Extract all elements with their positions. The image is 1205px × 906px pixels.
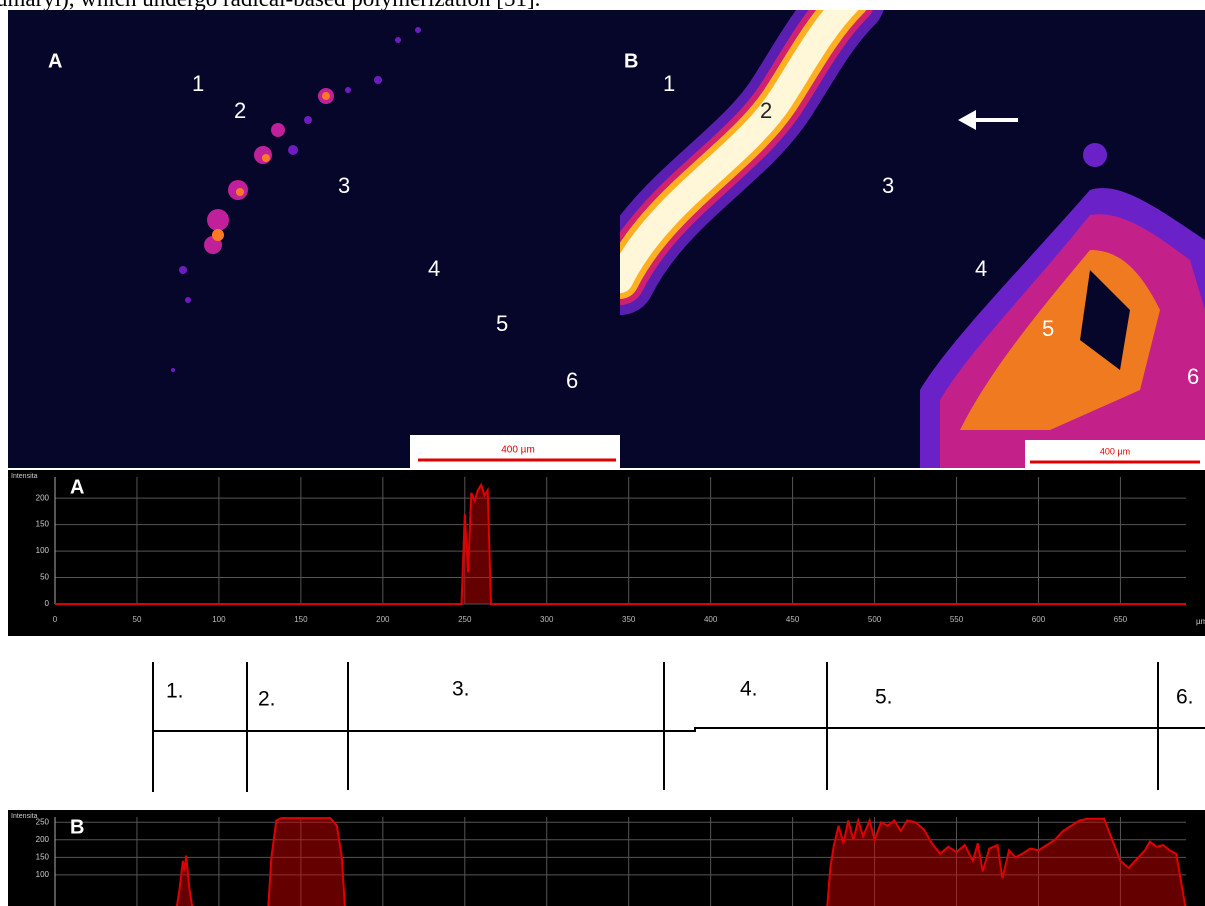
zone-label: 6. — [1176, 686, 1194, 709]
plot-background — [8, 470, 1205, 636]
region-label: 4 — [975, 256, 987, 281]
region-label: 2 — [760, 98, 772, 123]
y-tick-label: 200 — [36, 493, 50, 502]
region-label: 5 — [1042, 316, 1054, 341]
x-tick-label: 200 — [376, 615, 390, 624]
x-tick-label: 150 — [294, 615, 308, 624]
region-label: 6 — [1187, 364, 1199, 389]
intensity-profile-b: 100 150 200 250 B Intensita — [8, 810, 1205, 906]
figure-page: { "caption_fragment": "umaryl), which un… — [0, 0, 1205, 906]
chart-title: A — [70, 476, 84, 498]
region-label: 2 — [234, 98, 246, 123]
intensity-profile-a: 0 50 100 150 200 250 300 350 400 450 500 550 600 650 0… — [8, 470, 1205, 636]
y-axis-label: Intensita — [11, 473, 38, 480]
micrograph-a: A 1 2 3 4 5 6 400 µm — [8, 10, 620, 468]
y-tick-label: 0 — [45, 599, 50, 608]
region-label: 6 — [566, 368, 578, 393]
x-tick-label: 650 — [1114, 615, 1128, 624]
x-tick-label: 50 — [133, 615, 142, 624]
x-tick-label: 100 — [212, 615, 226, 624]
y-tick-label: 150 — [36, 520, 50, 529]
x-tick-label: 300 — [540, 615, 554, 624]
zone-diagram: 1. 2. 3. 4. 5. 6. — [0, 650, 1205, 800]
zone-label: 2. — [258, 688, 276, 711]
x-tick-label: 550 — [950, 615, 964, 624]
region-label: 3 — [882, 173, 894, 198]
zone-label: 3. — [452, 678, 470, 701]
x-tick-label: 400 — [704, 615, 718, 624]
y-tick-label: 250 — [36, 817, 50, 826]
y-axis-label: Intensita — [11, 813, 38, 820]
zone-label: 5. — [875, 686, 893, 709]
panel-label: A — [48, 50, 62, 72]
chart-title: B — [70, 816, 84, 838]
x-tick-label: 450 — [786, 615, 800, 624]
y-tick-label: 150 — [36, 852, 50, 861]
region-label: 4 — [428, 256, 440, 281]
zone-label: 1. — [166, 680, 184, 703]
x-tick-label: 500 — [868, 615, 882, 624]
x-tick-label: 600 — [1032, 615, 1046, 624]
x-tick-label: 250 — [458, 615, 472, 624]
y-tick-label: 50 — [40, 573, 49, 582]
y-tick-label: 200 — [36, 835, 50, 844]
zone-label: 4. — [740, 678, 758, 701]
micrograph-b: B 1 2 3 4 5 6 400 µm — [620, 10, 1205, 468]
y-tick-label: 100 — [36, 870, 50, 879]
scale-bar-label: 400 µm — [501, 445, 535, 456]
x-tick-label: 0 — [53, 615, 58, 624]
y-tick-label: 100 — [36, 546, 50, 555]
region-label: 1 — [192, 71, 204, 96]
panel-label: B — [624, 50, 638, 72]
region-label: 1 — [663, 71, 675, 96]
region-label: 3 — [338, 173, 350, 198]
region-label: 5 — [496, 311, 508, 336]
scale-bar-label: 400 µm — [1100, 446, 1130, 456]
x-unit-label: µm — [1196, 617, 1205, 626]
x-tick-label: 350 — [622, 615, 636, 624]
